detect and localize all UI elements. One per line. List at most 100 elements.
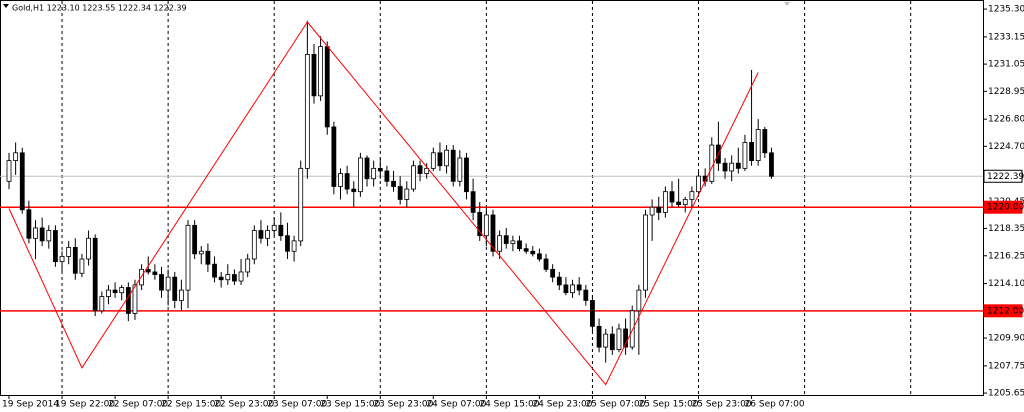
candle-body bbox=[749, 142, 754, 161]
candle-body bbox=[537, 253, 542, 260]
candle-body bbox=[357, 157, 363, 193]
candle-body bbox=[33, 227, 38, 239]
candle-body bbox=[649, 206, 655, 216]
candle-body bbox=[523, 248, 529, 252]
y-tick-label: 1224.70 bbox=[988, 142, 1024, 152]
price-label-box bbox=[983, 304, 1023, 318]
price-label: 1212.00 bbox=[987, 306, 1024, 316]
candle-body bbox=[497, 235, 503, 252]
candle-body bbox=[271, 224, 277, 231]
candle-body bbox=[92, 237, 98, 312]
candle-body bbox=[291, 240, 297, 252]
candle-body bbox=[437, 152, 443, 167]
candle-body bbox=[371, 167, 377, 180]
candle-body bbox=[99, 296, 105, 312]
candle-body bbox=[609, 333, 615, 351]
candle-body bbox=[411, 165, 416, 190]
y-tick-label: 1207.75 bbox=[988, 361, 1024, 371]
candle-body bbox=[576, 284, 582, 291]
candle-body bbox=[742, 142, 748, 169]
candle-body bbox=[762, 129, 768, 154]
chart-title: Gold,H1 1223.10 1223.55 1222.34 1222.39 bbox=[12, 4, 187, 13]
candle-body bbox=[450, 149, 456, 182]
candle-body bbox=[391, 180, 396, 187]
candle-body bbox=[46, 230, 52, 242]
candle-body bbox=[298, 167, 304, 242]
candle-body bbox=[13, 152, 19, 161]
price-label-box bbox=[983, 200, 1023, 214]
candle-body bbox=[623, 328, 628, 348]
candle-body bbox=[245, 258, 251, 273]
candle-body bbox=[722, 162, 728, 172]
candle-body bbox=[424, 167, 430, 174]
zigzag-line bbox=[8, 21, 759, 386]
candle-body bbox=[729, 162, 735, 172]
candle-body bbox=[225, 274, 231, 281]
y-tick-label: 1216.25 bbox=[988, 251, 1024, 261]
y-tick-label: 1228.95 bbox=[988, 87, 1024, 97]
plot-frame bbox=[0, 0, 984, 396]
candle-body bbox=[556, 276, 562, 286]
candle-body bbox=[192, 224, 198, 255]
candle-body bbox=[643, 214, 648, 291]
candle-body bbox=[39, 227, 45, 242]
candle-body bbox=[689, 191, 695, 200]
price-label: 1220.00 bbox=[987, 203, 1024, 213]
candle-body bbox=[596, 325, 602, 348]
candle-body bbox=[331, 126, 337, 187]
candle-body bbox=[696, 175, 701, 193]
candle-body bbox=[709, 144, 715, 182]
candle-body bbox=[53, 230, 58, 263]
candle-body bbox=[656, 206, 662, 213]
x-tick-label: 19 Sep 2014 bbox=[2, 400, 59, 410]
x-tick-label: 25 Sep 23:00 bbox=[692, 400, 752, 410]
candle-body bbox=[304, 53, 310, 169]
x-tick-label: 22 Sep 23:00 bbox=[214, 400, 274, 410]
candle-body bbox=[66, 246, 72, 257]
candle-body bbox=[324, 46, 330, 128]
y-tick-label: 1231.05 bbox=[988, 60, 1024, 70]
candle-body bbox=[676, 201, 682, 206]
candle-body bbox=[377, 167, 383, 172]
candle-body bbox=[251, 230, 257, 260]
candle-body bbox=[185, 224, 191, 291]
candle-body bbox=[172, 276, 178, 301]
y-tick-label: 1235.30 bbox=[988, 5, 1024, 15]
candle-body bbox=[178, 289, 184, 301]
candle-body bbox=[457, 157, 463, 182]
candle-body bbox=[285, 235, 290, 252]
candle-body bbox=[86, 237, 91, 260]
x-tick-label: 19 Sep 22:00 bbox=[55, 400, 115, 410]
candle-body bbox=[145, 268, 151, 273]
x-tick-label: 26 Sep 07:00 bbox=[745, 400, 805, 410]
candle-body bbox=[477, 211, 483, 237]
candle-body bbox=[464, 157, 469, 193]
candle-body bbox=[72, 246, 78, 274]
candle-body bbox=[159, 274, 164, 291]
candle-body bbox=[132, 284, 138, 314]
candle-body bbox=[444, 149, 449, 167]
x-tick-label: 24 Sep 23:00 bbox=[532, 400, 592, 410]
candle-body bbox=[311, 53, 317, 97]
candle-body bbox=[165, 276, 171, 291]
candle-body bbox=[543, 258, 549, 270]
x-tick-label: 24 Sep 15:00 bbox=[479, 400, 539, 410]
candle-body bbox=[384, 170, 390, 182]
candle-body bbox=[470, 191, 476, 213]
x-tick-label: 25 Sep 15:00 bbox=[638, 400, 698, 410]
candle-body bbox=[106, 289, 111, 297]
y-tick-label: 1233.15 bbox=[988, 32, 1024, 42]
candle-body bbox=[19, 152, 25, 211]
price-label-box bbox=[983, 169, 1023, 183]
x-tick-label: 22 Sep 07:00 bbox=[108, 400, 168, 410]
candle-body bbox=[590, 300, 595, 327]
y-tick-label: 1226.80 bbox=[988, 115, 1024, 125]
candle-body bbox=[682, 199, 688, 206]
candle-body bbox=[79, 258, 85, 274]
candle-body bbox=[430, 152, 436, 169]
candle-body bbox=[364, 157, 370, 180]
shift-marker bbox=[784, 2, 790, 6]
y-tick-label: 1214.10 bbox=[988, 279, 1024, 289]
candle-body bbox=[112, 289, 118, 294]
